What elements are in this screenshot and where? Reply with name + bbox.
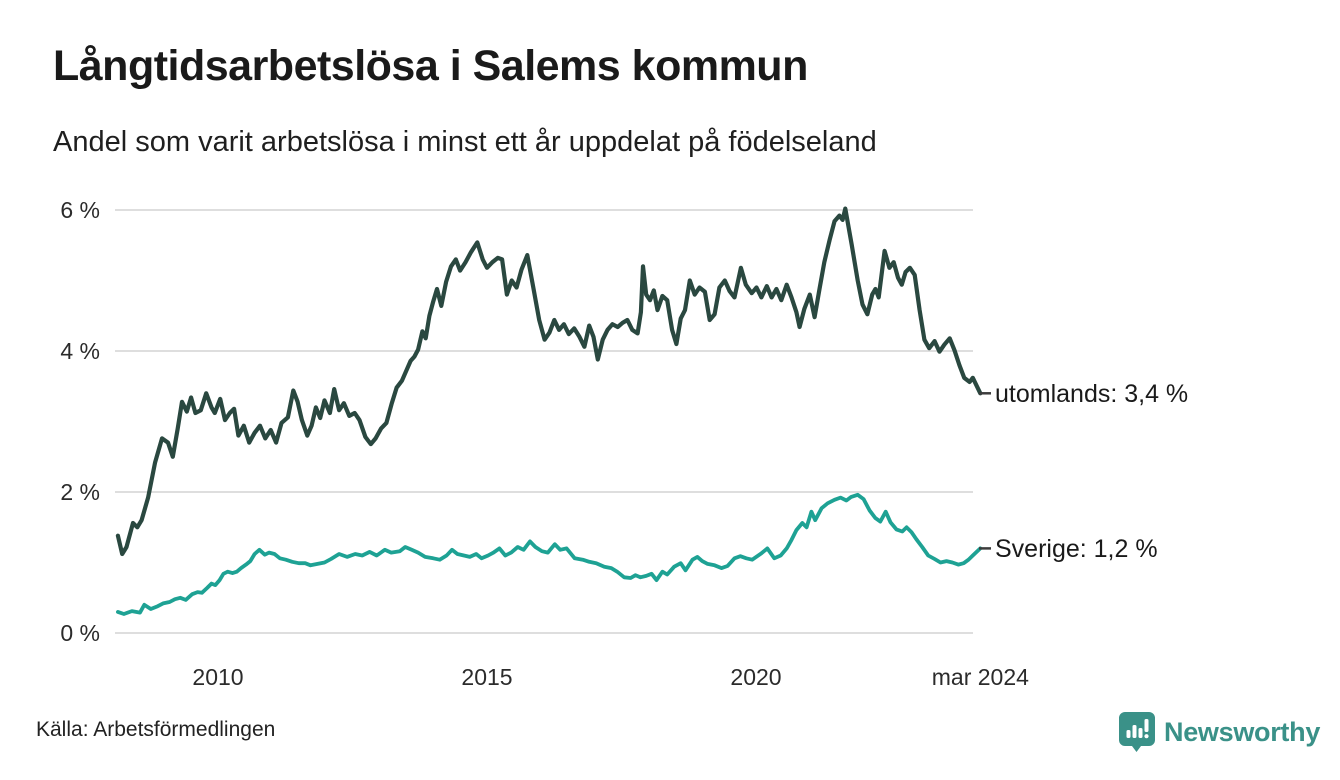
- page-title: Långtidsarbetslösa i Salems kommun: [53, 42, 808, 90]
- series-end-label-Sverige: Sverige: 1,2 %: [995, 535, 1158, 563]
- series-line-utomlands: [115, 206, 983, 557]
- page-subtitle: Andel som varit arbetslösa i minst ett å…: [53, 126, 877, 158]
- y-axis-tick-label: 4 %: [60, 338, 100, 364]
- x-axis-tick-label: 2020: [730, 664, 781, 690]
- x-axis-tick-label: 2010: [192, 664, 243, 690]
- newsworthy-bubble-chart-icon: [1119, 712, 1155, 752]
- newsworthy-logo: Newsworthy: [1118, 711, 1320, 753]
- y-axis-tick-label: 2 %: [60, 479, 100, 505]
- series-line-Sverige: [116, 492, 983, 616]
- x-axis-tick-label: mar 2024: [932, 664, 1029, 690]
- y-axis-tick-label: 6 %: [60, 197, 100, 223]
- series-end-label-utomlands: utomlands: 3,4 %: [995, 380, 1188, 408]
- x-axis-tick-label: 2015: [461, 664, 512, 690]
- newsworthy-wordmark: Newsworthy: [1164, 716, 1321, 747]
- y-axis-tick-label: 0 %: [60, 620, 100, 646]
- source-attribution: Källa: Arbetsförmedlingen: [36, 718, 276, 741]
